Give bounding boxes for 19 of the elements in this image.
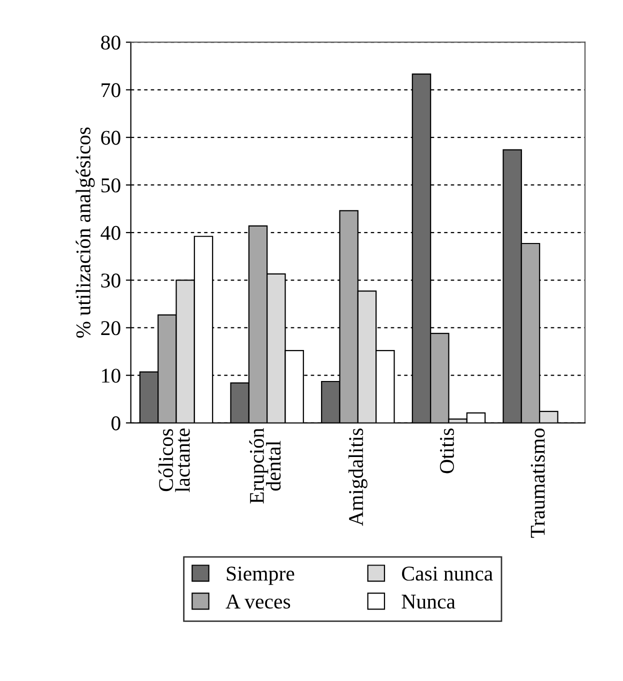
x-tick-label: Otitis (440, 428, 454, 474)
y-tick-label: 50 (101, 178, 120, 192)
y-axis-title: % utilización analgésicos (76, 127, 95, 338)
x-tick-label: Traumatismo (530, 428, 545, 538)
x-tick-label: Amigdalitis (348, 428, 368, 526)
legend-label: A veces (226, 594, 290, 609)
legend-label: Siempre (226, 566, 294, 585)
y-tick-label: 40 (100, 226, 120, 240)
y-tick-label: 70 (102, 83, 120, 98)
legend-label: Casi nunca (402, 566, 493, 581)
y-tick-label: 0 (111, 416, 120, 430)
x-tick-label: Cólicos lactante (158, 428, 190, 492)
y-tick-label: 20 (101, 321, 120, 336)
y-tick-label: 30 (101, 274, 120, 288)
y-tick-label: 80 (101, 36, 120, 50)
y-tick-label: 60 (101, 130, 120, 145)
x-tick-label: Erupción dental (249, 428, 281, 504)
legend-label: Nunca (402, 594, 456, 609)
y-tick-label: 10 (102, 368, 120, 383)
